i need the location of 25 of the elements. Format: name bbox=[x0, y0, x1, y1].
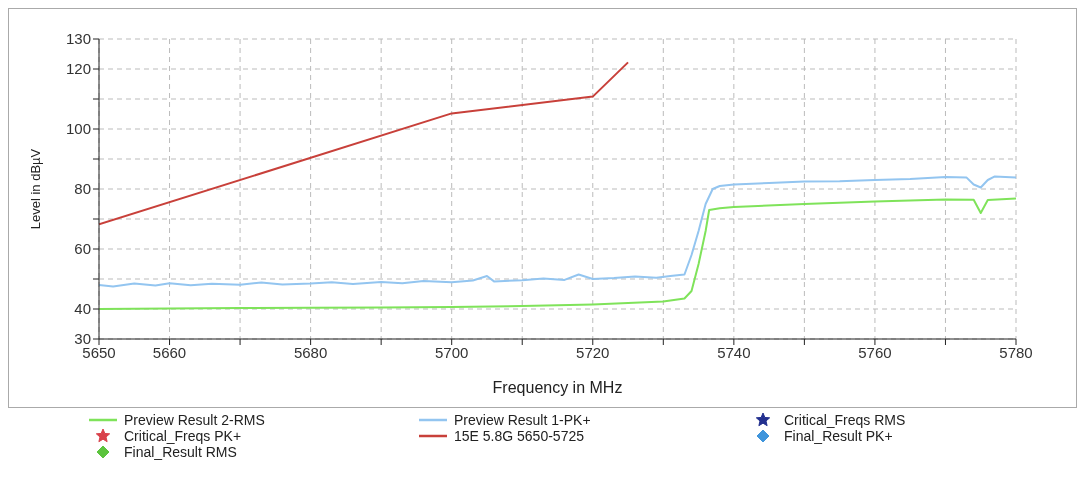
legend-label: Final_Result RMS bbox=[124, 444, 237, 460]
line-series bbox=[99, 197, 1016, 310]
legend-label: Critical_Freqs PK+ bbox=[124, 428, 242, 444]
legend-label: 15E 5.8G 5650-5725 bbox=[454, 428, 584, 444]
y-tick-label: 120 bbox=[65, 60, 91, 78]
x-tick-label: 5740 bbox=[717, 343, 751, 361]
y-tick-label: 100 bbox=[65, 120, 91, 138]
y-tick-label: 130 bbox=[65, 30, 91, 48]
y-tick-label: 40 bbox=[74, 300, 91, 318]
x-tick-label: 5720 bbox=[576, 343, 610, 361]
legend-label: Critical_Freqs RMS bbox=[784, 412, 906, 428]
line-series bbox=[99, 175, 1016, 288]
line-series bbox=[99, 61, 630, 226]
y-tick-label: 60 bbox=[74, 240, 91, 258]
y-tick-label: 80 bbox=[74, 180, 91, 198]
x-tick-label: 5700 bbox=[435, 343, 469, 361]
x-tick-label: 5660 bbox=[152, 343, 187, 361]
legend-label: Preview Result 2-RMS bbox=[124, 412, 265, 428]
x-axis-title: Frequency in MHz bbox=[492, 379, 623, 396]
legend-label: Preview Result 1-PK+ bbox=[454, 412, 591, 428]
y-axis-title: Level in dBµV bbox=[27, 148, 43, 230]
x-tick-label: 5760 bbox=[858, 343, 892, 361]
x-tick-label: 5780 bbox=[999, 343, 1033, 361]
legend-label: Final_Result PK+ bbox=[784, 428, 893, 444]
x-tick-label: 5680 bbox=[293, 343, 328, 361]
